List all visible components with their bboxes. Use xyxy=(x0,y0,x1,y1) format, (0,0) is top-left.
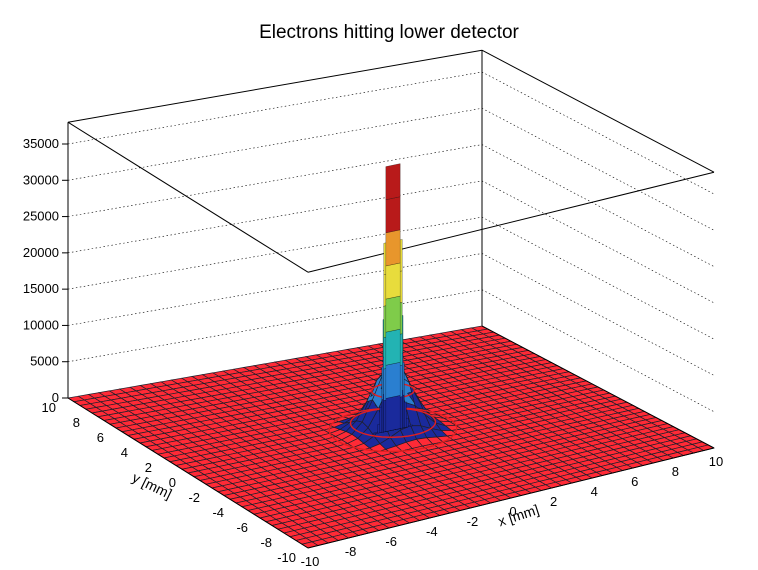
y-tick-label: 4 xyxy=(121,445,128,460)
x-tick-label: 8 xyxy=(672,464,679,479)
x-tick-label: -10 xyxy=(301,554,320,569)
frame-edge-top-right xyxy=(481,49,715,173)
grid-line xyxy=(67,180,715,304)
peak-bar-segment xyxy=(385,362,401,399)
z-tick-label: 30000 xyxy=(23,172,59,187)
grid-line xyxy=(67,216,715,340)
z-tick-label: 15000 xyxy=(23,281,59,296)
chart-title: Electrons hitting lower detector xyxy=(259,22,519,43)
frame-edge-top-left xyxy=(67,121,309,273)
peak-bar-segment xyxy=(385,295,401,333)
y-tick-label: -6 xyxy=(236,520,248,535)
x-tick-label: 4 xyxy=(591,484,598,499)
peak-bar-segment xyxy=(385,395,401,432)
x-tick-label: -6 xyxy=(385,534,397,549)
y-tick-label: -4 xyxy=(212,505,224,520)
peak-bar-segment xyxy=(385,196,401,233)
y-tick-label: -10 xyxy=(277,550,296,565)
grid-line xyxy=(67,107,715,231)
axis-ticks: 0 5000 10000 15000 20000 25000 30000 35000 -10 -8… xyxy=(23,136,723,569)
x-axis-label: x [mm] xyxy=(496,501,541,529)
z-tick-label: 25000 xyxy=(23,209,59,224)
y-tick-label: 8 xyxy=(73,415,80,430)
z-tick-label: 5000 xyxy=(30,354,59,369)
frame-edge-floor-left xyxy=(67,397,309,549)
x-tick-label: -8 xyxy=(345,544,357,559)
y-tick-label: -2 xyxy=(188,490,200,505)
z-tick-label: 35000 xyxy=(23,136,59,151)
grid-line xyxy=(67,253,715,376)
x-tick-label: 6 xyxy=(631,474,638,489)
y-tick-label: 2 xyxy=(145,460,152,475)
surface-mesh xyxy=(67,325,715,549)
grid-lines xyxy=(67,71,715,412)
axes-frame-front xyxy=(67,325,715,549)
y-tick-label: 6 xyxy=(97,430,104,445)
z-tick-label: 0 xyxy=(52,390,59,405)
frame-edge-top-front xyxy=(307,171,715,273)
axes-frame-back xyxy=(67,49,715,398)
grid-line xyxy=(67,144,715,267)
x-tick-label: 2 xyxy=(550,494,557,509)
peak-bars xyxy=(373,163,413,435)
y-tick-label: 0 xyxy=(169,475,176,490)
peak-bar-segment xyxy=(385,229,401,267)
x-tick-label: 10 xyxy=(709,454,723,469)
frame-edge-floor-right xyxy=(481,325,715,449)
z-tick-label: 10000 xyxy=(23,317,59,332)
peak-bar-segment xyxy=(385,262,401,300)
x-tick-label: -2 xyxy=(467,514,479,529)
peak-bar-segment xyxy=(385,163,401,200)
z-tick-label: 20000 xyxy=(23,245,59,260)
frame-edge-floor-front xyxy=(307,447,715,549)
x-tick-label: 0 xyxy=(509,504,516,519)
y-tick-label: -8 xyxy=(260,535,272,550)
x-tick-label: -4 xyxy=(426,524,438,539)
y-tick-label: 10 xyxy=(42,400,56,415)
grid-line xyxy=(67,289,715,412)
peak-bar-segment xyxy=(385,329,401,366)
grid-line xyxy=(67,71,715,195)
frame-edge-top-back xyxy=(67,49,483,123)
